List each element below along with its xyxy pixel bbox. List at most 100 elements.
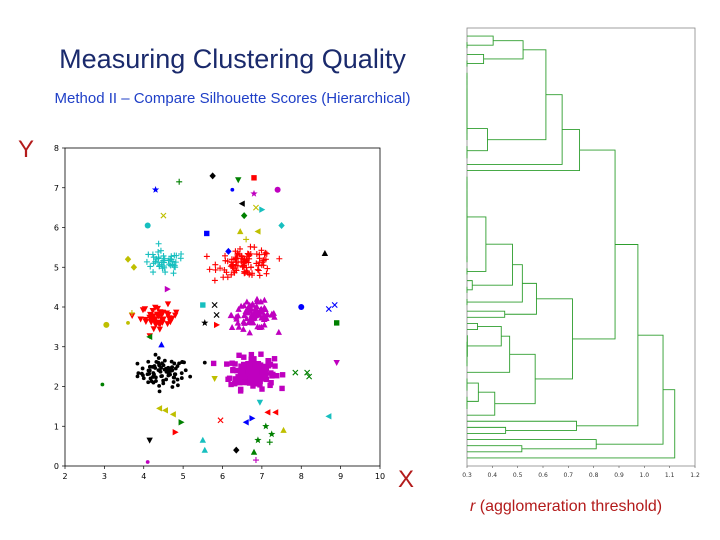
cluster-0-point: [151, 365, 156, 369]
outlier-point: [250, 189, 258, 197]
cluster-0-point: [177, 361, 181, 366]
cluster-0-point: [139, 371, 144, 376]
cluster-5-point: [276, 255, 283, 262]
dendrogram-link: [494, 353, 536, 405]
dendrogram-link: [472, 243, 513, 286]
outlier-point: [201, 319, 209, 326]
dendrogram-link: [467, 94, 563, 165]
dendrogram-link: [483, 40, 524, 60]
cluster-1-point: [240, 363, 247, 370]
cluster-0-point: [154, 359, 159, 364]
cluster-3-point: [259, 308, 266, 315]
cluster-5-point: [228, 271, 235, 278]
cluster-0-point: [179, 376, 184, 380]
outlier-point: [254, 436, 262, 444]
cluster-4-point: [161, 264, 168, 271]
cluster-5-point: [222, 252, 229, 259]
cluster-0-point: [140, 366, 145, 371]
cluster-5-point: [244, 269, 251, 276]
cluster-3-point: [270, 309, 278, 316]
cluster-1-point: [256, 365, 262, 372]
cluster-3-point: [249, 319, 257, 326]
cluster-0-point: [175, 377, 180, 382]
outlier-point: [266, 439, 273, 446]
outlier-point: [333, 320, 340, 326]
cluster-2-point: [173, 309, 180, 316]
cluster-1-point: [232, 361, 238, 367]
outlier-point: [144, 222, 151, 229]
dendrogram-link: [467, 420, 577, 431]
x-tick-label: 4: [141, 472, 146, 481]
cluster-4-point: [161, 255, 168, 262]
outlier-point: [209, 172, 216, 180]
cluster-3-point: [261, 296, 268, 303]
dendrogram-link: [467, 35, 494, 46]
cluster-3-point: [246, 301, 253, 308]
cluster-3-point: [244, 308, 251, 315]
cluster-5-point: [254, 266, 261, 273]
dendrogram-link: [535, 298, 573, 380]
outlier-point: [164, 285, 171, 293]
dendrogram-link: [467, 389, 676, 459]
cluster-1-point: [224, 361, 230, 367]
cluster-5-point: [247, 264, 254, 271]
cluster-1-point: [247, 362, 253, 369]
cluster-5-point: [253, 260, 260, 267]
cluster-3-point: [261, 321, 268, 328]
outlier-point: [130, 263, 138, 271]
cluster-5-point: [237, 245, 244, 252]
cluster-1-point: [257, 372, 263, 378]
cluster-2-point: [154, 305, 161, 312]
outlier-point: [204, 230, 210, 237]
outlier-point: [252, 457, 259, 464]
outlier-point: [268, 430, 276, 438]
x-axis-letter: X: [398, 466, 415, 493]
cluster-0-point: [147, 364, 152, 369]
outlier-point: [264, 409, 271, 416]
cluster-2-point: [151, 319, 159, 326]
cluster-0-point: [162, 358, 167, 363]
dendrogram-link: [467, 391, 496, 416]
cluster-0-point: [153, 352, 158, 357]
cluster-1-point: [268, 370, 274, 376]
dendro-tick-label: 0.9: [614, 472, 624, 479]
cluster-3-point: [235, 305, 242, 312]
cluster-1-point: [237, 388, 244, 394]
cluster-1-point: [230, 366, 236, 373]
cluster-5-point: [247, 250, 254, 257]
cluster-2-point: [164, 321, 171, 328]
outlier-point: [176, 178, 183, 185]
outlier-point: [274, 186, 281, 193]
cluster-3-point: [249, 315, 257, 322]
dendrogram-link: [467, 264, 523, 303]
dendrogram-link: [576, 244, 639, 427]
cluster-1-point: [251, 364, 257, 371]
cluster-0-point: [160, 361, 164, 366]
cluster-5-point: [261, 251, 268, 258]
cluster-0-point: [149, 379, 154, 384]
cluster-1-point: [261, 364, 267, 370]
outlier-point: [160, 212, 167, 219]
slide-subtitle: Method II – Compare Silhouette Scores (H…: [54, 90, 411, 107]
dendrogram-link: [467, 128, 488, 152]
outlier-point: [333, 360, 340, 367]
cluster-3-point: [228, 324, 236, 331]
outlier-point: [304, 369, 311, 376]
outlier-point: [217, 417, 224, 424]
cluster-4-point: [145, 251, 152, 258]
dendrogram-frame: [466, 27, 696, 467]
x-tick-label: 6: [220, 472, 225, 481]
cluster-2-point: [128, 313, 136, 320]
cluster-1-point: [238, 373, 245, 379]
outlier-point: [199, 436, 207, 443]
cluster-0-point: [135, 374, 140, 379]
outlier-point: [250, 448, 258, 455]
cluster-0-point: [180, 359, 185, 364]
cluster-0-point: [154, 379, 158, 383]
cluster-4-point: [160, 259, 167, 266]
outlier-point: [256, 399, 264, 406]
cluster-3-point: [262, 306, 269, 313]
x-tick-label: 5: [181, 472, 186, 481]
cluster-4-point: [177, 255, 184, 262]
